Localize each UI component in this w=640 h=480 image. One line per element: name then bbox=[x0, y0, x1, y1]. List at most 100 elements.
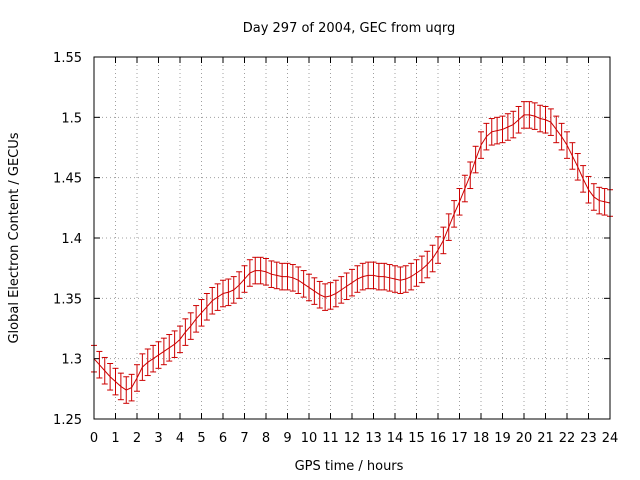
error-bar bbox=[166, 334, 173, 362]
error-bar bbox=[424, 250, 431, 279]
chart-title: Day 297 of 2004, GEC from uqrg bbox=[243, 21, 456, 36]
x-tick-label: 2 bbox=[133, 431, 141, 446]
error-bar bbox=[193, 305, 200, 333]
error-bar bbox=[580, 165, 587, 193]
error-bar bbox=[263, 258, 269, 286]
x-tick-label: 0 bbox=[90, 431, 98, 446]
error-bar bbox=[521, 101, 527, 129]
x-tick-label: 13 bbox=[365, 431, 382, 446]
error-bar bbox=[316, 280, 323, 309]
error-bar bbox=[515, 105, 522, 134]
error-bar bbox=[569, 142, 576, 170]
x-tick-label: 10 bbox=[301, 431, 318, 446]
x-tick-label: 9 bbox=[283, 431, 291, 446]
error-bar bbox=[203, 293, 210, 321]
x-tick-label: 24 bbox=[602, 431, 619, 446]
error-bar bbox=[220, 279, 226, 308]
error-bar bbox=[456, 188, 463, 216]
error-bar bbox=[150, 344, 157, 373]
error-bar bbox=[198, 299, 205, 327]
x-tick-label: 8 bbox=[262, 431, 270, 446]
error-bar bbox=[359, 262, 366, 291]
x-tick-label: 20 bbox=[516, 431, 533, 446]
error-bar bbox=[117, 372, 124, 401]
x-tick-label: 21 bbox=[537, 431, 554, 446]
error-bar bbox=[279, 262, 286, 291]
x-tick-label: 19 bbox=[494, 431, 511, 446]
error-bar bbox=[268, 260, 275, 288]
y-tick-labels: 1.25 1.3 1.35 1.4 1.45 1.5 1.55 bbox=[53, 51, 82, 428]
error-bar bbox=[402, 265, 409, 293]
error-bar bbox=[311, 277, 318, 305]
error-bar bbox=[112, 367, 119, 396]
error-bar bbox=[418, 255, 425, 284]
x-tick-label: 3 bbox=[154, 431, 162, 446]
error-bar bbox=[295, 266, 302, 295]
x-tick-label: 18 bbox=[473, 431, 490, 446]
error-bar bbox=[230, 276, 237, 304]
error-bar bbox=[601, 188, 608, 216]
x-tick-labels: 0 1 2 3 4 5 6 7 8 9 10 11 12 13 14 15 16 17 18 19 20 21 22 23 24 bbox=[90, 431, 618, 446]
error-bar bbox=[225, 278, 232, 307]
error-bar bbox=[504, 113, 511, 141]
error-bar bbox=[134, 364, 140, 392]
y-tick-label: 1.5 bbox=[61, 111, 82, 126]
y-tick-label: 1.55 bbox=[53, 51, 82, 66]
x-tick-label: 5 bbox=[197, 431, 205, 446]
error-bar bbox=[537, 104, 544, 133]
y-axis-label: Global Electron Content / GECUs bbox=[7, 132, 22, 343]
error-bar bbox=[257, 256, 264, 285]
error-bar bbox=[397, 266, 404, 295]
error-bar bbox=[144, 348, 151, 377]
y-tick-label: 1.4 bbox=[61, 232, 82, 247]
series-line bbox=[93, 114, 611, 391]
error-bar bbox=[160, 337, 167, 366]
error-bar bbox=[381, 262, 388, 291]
error-bar bbox=[467, 161, 474, 190]
x-tick-label: 1 bbox=[111, 431, 119, 446]
error-bar bbox=[349, 268, 355, 297]
x-tick-label: 22 bbox=[559, 431, 576, 446]
error-bar bbox=[322, 283, 329, 311]
x-tick-label: 14 bbox=[387, 431, 404, 446]
x-tick-label: 15 bbox=[408, 431, 425, 446]
error-bar bbox=[408, 262, 415, 291]
y-tick-label: 1.35 bbox=[53, 292, 82, 307]
error-bar bbox=[365, 261, 372, 290]
error-bar bbox=[246, 259, 253, 287]
error-bar bbox=[289, 264, 296, 292]
error-bar bbox=[451, 200, 458, 228]
error-bar bbox=[494, 116, 501, 145]
error-bar bbox=[461, 174, 468, 203]
error-bar bbox=[209, 286, 216, 315]
x-tick-label: 4 bbox=[176, 431, 184, 446]
error-bar bbox=[429, 244, 436, 273]
error-bar bbox=[273, 261, 280, 290]
error-bar bbox=[343, 272, 350, 301]
error-bar bbox=[139, 353, 146, 381]
error-bar bbox=[300, 270, 307, 298]
x-tick-label: 7 bbox=[240, 431, 248, 446]
error-bar bbox=[483, 122, 490, 151]
error-bar bbox=[252, 256, 259, 285]
error-bar bbox=[585, 175, 592, 204]
x-tick-label: 17 bbox=[451, 431, 468, 446]
error-bar bbox=[101, 356, 108, 385]
error-bar bbox=[386, 264, 393, 292]
error-bar bbox=[499, 115, 506, 144]
error-bar bbox=[440, 226, 447, 255]
error-bar bbox=[590, 183, 597, 211]
error-bar bbox=[96, 350, 103, 379]
x-tick-label: 6 bbox=[219, 431, 227, 446]
x-tick-label: 12 bbox=[344, 431, 361, 446]
error-bar bbox=[354, 265, 361, 293]
error-bar bbox=[445, 213, 452, 241]
data-series bbox=[91, 101, 613, 404]
error-bar bbox=[558, 122, 565, 151]
error-bar bbox=[327, 282, 334, 310]
error-bar bbox=[413, 259, 420, 287]
error-bar bbox=[392, 265, 398, 293]
error-bar bbox=[123, 376, 130, 404]
error-bar bbox=[488, 118, 495, 146]
